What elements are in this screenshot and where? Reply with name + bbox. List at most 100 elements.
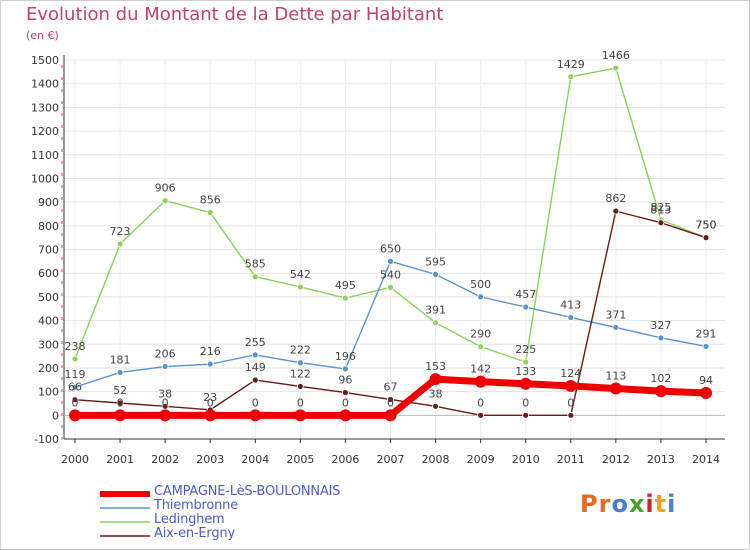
data-point bbox=[159, 409, 172, 422]
legend-swatch-thiembronne bbox=[100, 507, 150, 509]
data-label: 0 bbox=[567, 396, 574, 409]
data-label: 542 bbox=[290, 268, 311, 281]
data-point bbox=[116, 369, 124, 376]
data-label: 585 bbox=[245, 258, 266, 271]
data-label: 38 bbox=[429, 387, 443, 400]
y-tick-label: 600 bbox=[38, 267, 59, 280]
data-label: 222 bbox=[290, 344, 311, 357]
data-label: 595 bbox=[425, 255, 446, 268]
y-tick-label: -100 bbox=[34, 433, 59, 446]
data-point bbox=[384, 409, 397, 422]
data-label: 500 bbox=[470, 278, 491, 291]
data-label: 0 bbox=[252, 396, 259, 409]
data-point bbox=[432, 319, 439, 327]
x-tick-label: 2009 bbox=[467, 453, 495, 466]
legend-item-campagne: CAMPAGNE-LèS-BOULONNAIS bbox=[100, 484, 430, 499]
data-label: 750 bbox=[696, 219, 717, 232]
legend-swatch-ledinghem bbox=[100, 521, 150, 523]
data-label: 38 bbox=[158, 387, 172, 400]
data-point bbox=[387, 283, 394, 291]
data-label: 0 bbox=[162, 396, 169, 409]
data-label: 66 bbox=[68, 381, 82, 394]
y-tick-label: 800 bbox=[38, 220, 59, 233]
data-label: 1466 bbox=[602, 49, 630, 62]
legend-item-thiembronne: Thiembronne bbox=[100, 498, 430, 513]
data-point bbox=[251, 351, 259, 359]
legend-swatch-aix-en-ergny bbox=[100, 535, 150, 537]
data-label: 102 bbox=[650, 372, 671, 385]
data-point bbox=[567, 73, 575, 81]
legend-swatch-campagne bbox=[100, 491, 150, 497]
data-label: 0 bbox=[72, 396, 79, 409]
data-label: 124 bbox=[560, 367, 581, 380]
data-label: 495 bbox=[335, 279, 356, 292]
y-tick-label: 1200 bbox=[31, 125, 59, 138]
legend-label-aix-en-ergny: Aix-en-Ergny bbox=[154, 526, 235, 541]
x-tick-label: 2007 bbox=[377, 453, 405, 466]
data-point bbox=[609, 382, 622, 395]
data-point bbox=[612, 207, 620, 215]
y-tick-label: 1100 bbox=[31, 149, 59, 162]
data-label: 856 bbox=[200, 194, 221, 207]
x-tick-label: 2011 bbox=[557, 453, 585, 466]
data-label: 650 bbox=[380, 242, 401, 255]
data-label: 119 bbox=[65, 368, 86, 381]
data-label: 906 bbox=[155, 182, 176, 195]
x-tick-label: 2002 bbox=[151, 453, 179, 466]
logo-letter: i bbox=[667, 490, 677, 518]
data-label: 327 bbox=[650, 319, 671, 332]
data-label: 122 bbox=[290, 367, 311, 380]
data-point bbox=[294, 409, 307, 422]
legend-label-campagne: CAMPAGNE-LèS-BOULONNAIS bbox=[154, 484, 341, 499]
data-point bbox=[116, 399, 124, 407]
data-label: 23 bbox=[203, 391, 217, 404]
x-tick-label: 2006 bbox=[331, 453, 359, 466]
data-label: 153 bbox=[425, 360, 446, 373]
data-label: 750 bbox=[696, 219, 717, 232]
data-point bbox=[114, 409, 127, 422]
x-tick-label: 2008 bbox=[422, 453, 450, 466]
data-label: 291 bbox=[696, 327, 717, 340]
data-label: 0 bbox=[207, 396, 214, 409]
logo-letter: t bbox=[654, 490, 668, 518]
legend-label-ledinghem: Ledinghem bbox=[154, 512, 225, 527]
logo-letter: i bbox=[645, 490, 655, 518]
data-point bbox=[161, 363, 169, 370]
logo-letter: o bbox=[611, 490, 629, 518]
data-label: 196 bbox=[335, 350, 356, 363]
data-point bbox=[342, 365, 349, 373]
data-label: 371 bbox=[605, 308, 626, 321]
data-point bbox=[116, 240, 124, 248]
data-point bbox=[339, 409, 352, 422]
data-point bbox=[71, 396, 79, 404]
data-label: 206 bbox=[155, 348, 176, 361]
legend-item-ledinghem: Ledinghem bbox=[100, 512, 430, 527]
data-point bbox=[522, 411, 530, 419]
data-point bbox=[296, 383, 304, 390]
data-point bbox=[702, 234, 710, 242]
data-label: 149 bbox=[245, 361, 266, 374]
legend-item-aix-en-ergny: Aix-en-Ergny bbox=[100, 526, 430, 541]
data-label: 225 bbox=[515, 343, 536, 356]
data-point bbox=[161, 197, 169, 205]
data-point bbox=[432, 402, 439, 410]
data-point bbox=[612, 324, 620, 331]
y-tick-label: 1300 bbox=[31, 101, 59, 114]
x-tick-label: 2003 bbox=[196, 453, 224, 466]
data-point bbox=[657, 219, 665, 227]
data-point bbox=[432, 270, 439, 278]
data-point bbox=[71, 355, 79, 363]
data-point bbox=[612, 64, 620, 72]
data-label: 255 bbox=[245, 336, 266, 349]
data-label: 457 bbox=[515, 288, 536, 301]
data-point bbox=[429, 373, 442, 386]
y-tick-label: 1400 bbox=[31, 78, 59, 91]
data-label: 181 bbox=[110, 353, 131, 366]
data-point bbox=[519, 377, 532, 390]
x-tick-label: 2013 bbox=[647, 453, 675, 466]
data-label: 0 bbox=[297, 396, 304, 409]
data-point bbox=[251, 376, 259, 384]
data-label: 0 bbox=[117, 396, 124, 409]
